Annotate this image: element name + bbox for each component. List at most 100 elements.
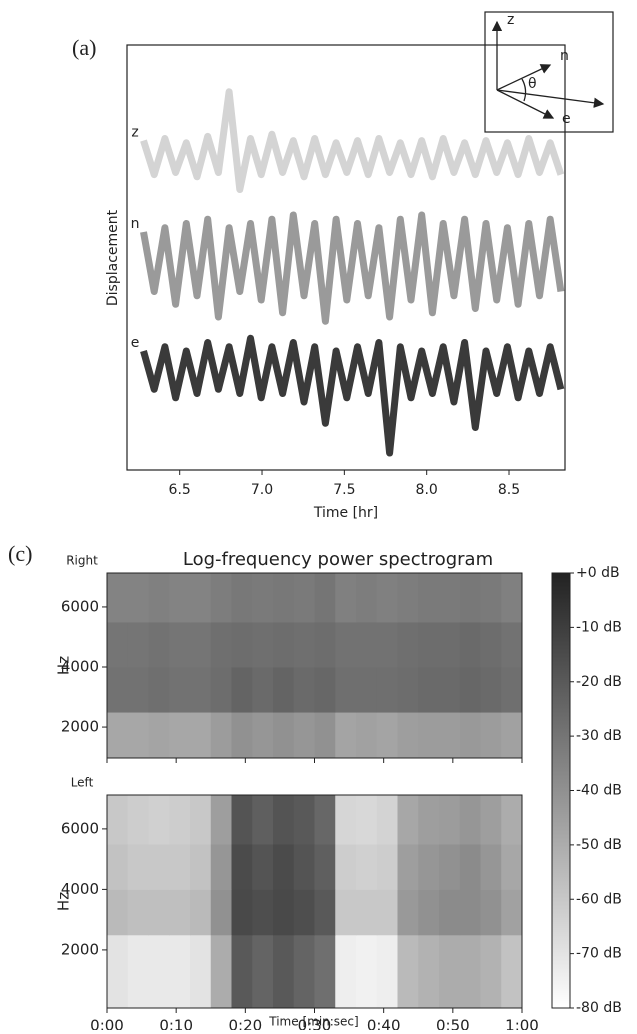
heatmap-cell — [314, 795, 336, 845]
heatmap-cell — [252, 844, 274, 890]
heatmap-cell — [293, 844, 315, 890]
heatmap-cell — [376, 934, 398, 1009]
heatmap-cell — [501, 573, 523, 623]
heatmap-cell — [107, 934, 129, 1009]
heatmap-cell — [501, 934, 523, 1009]
heatmap-cell — [480, 795, 502, 845]
heatmap-cell — [107, 889, 129, 936]
colorbar-tick-label: +0 dB — [576, 565, 620, 581]
heatmap-cell — [397, 795, 419, 845]
heatmap-cell — [376, 889, 398, 936]
heatmap-cell — [480, 573, 502, 623]
heatmap-cell — [501, 621, 523, 668]
series-label: z — [131, 125, 138, 141]
y-tick-label: 6000 — [61, 819, 99, 837]
trace — [140, 88, 565, 193]
x-tick-label: 1:00 — [505, 1017, 539, 1031]
heatmap-cell — [335, 934, 357, 1009]
heatmap-cell — [418, 667, 440, 713]
heatmap-cell — [480, 844, 502, 890]
ref-arrow — [496, 89, 605, 108]
inset-label: θ — [528, 76, 537, 92]
heatmap-cell — [273, 844, 295, 890]
heatmap-cell — [127, 712, 149, 759]
heatmap-cell — [356, 667, 378, 713]
heatmap-cell — [127, 934, 149, 1009]
heatmap-cell — [148, 573, 170, 623]
heatmap-cell — [418, 621, 440, 668]
heatmap-cell — [190, 621, 212, 668]
heatmap-cell — [314, 844, 336, 890]
x-tick-label: 0:50 — [436, 1017, 470, 1031]
panel-label: (a) — [72, 35, 96, 60]
y-axis-label: Hz — [55, 892, 73, 911]
heatmap-cell — [231, 667, 253, 713]
series-label: n — [131, 216, 140, 232]
colorbar-tick-label: -20 dB — [576, 674, 622, 690]
heatmap-cell — [480, 889, 502, 936]
heatmap-cell — [252, 712, 274, 759]
heatmap-cell — [439, 795, 461, 845]
heatmap-cell — [210, 889, 232, 936]
heatmap-cell — [418, 844, 440, 890]
heatmap-cell — [335, 573, 357, 623]
heatmap-cell — [273, 934, 295, 1009]
heatmap-cell — [376, 573, 398, 623]
heatmap-cell — [501, 889, 523, 936]
x-tick-label: 6.5 — [169, 482, 191, 498]
heatmap-cell — [459, 795, 481, 845]
heatmap-cell — [356, 889, 378, 936]
heatmap-cell — [210, 573, 232, 623]
heatmap-cell — [293, 712, 315, 759]
n-arrow — [496, 64, 552, 91]
heatmap-cell — [169, 573, 191, 623]
heatmap-cell — [501, 795, 523, 845]
heatmap-cell — [418, 712, 440, 759]
heatmap-cell — [169, 795, 191, 845]
e-arrow — [496, 89, 555, 119]
heatmap-cell — [397, 889, 419, 936]
heatmap-cell — [252, 934, 274, 1009]
heatmap-cell — [127, 573, 149, 623]
inset-label: z — [507, 12, 514, 28]
heatmap-cell — [356, 573, 378, 623]
y-tick-label: 4000 — [61, 880, 99, 898]
heatmap-cell — [148, 934, 170, 1009]
heatmap-cell — [273, 573, 295, 623]
heatmap-cell — [252, 573, 274, 623]
heatmap-cell — [107, 844, 129, 890]
heatmap-cell — [356, 712, 378, 759]
heatmap-cell — [397, 573, 419, 623]
heatmap-cell — [418, 889, 440, 936]
heatmap-cell — [314, 667, 336, 713]
heatmap-cell — [335, 844, 357, 890]
y-axis-label: Hz — [55, 656, 73, 675]
heatmap-cell — [148, 712, 170, 759]
panel-label: (c) — [8, 541, 32, 566]
heatmap-cell — [439, 712, 461, 759]
colorbar-tick-label: -70 dB — [576, 946, 622, 962]
heatmap-cell — [231, 934, 253, 1009]
heatmap-cell — [273, 712, 295, 759]
heatmap-cell — [190, 573, 212, 623]
heatmap-cell — [169, 934, 191, 1009]
x-tick-label: 7.0 — [251, 482, 273, 498]
heatmap-cell — [439, 889, 461, 936]
heatmap-cell — [273, 621, 295, 668]
heatmap-cell — [127, 621, 149, 668]
y-tick-label: 4000 — [61, 658, 99, 676]
heatmap-cell — [376, 667, 398, 713]
x-axis-label: Time [hr] — [313, 505, 378, 521]
heatmap-cell — [107, 667, 129, 713]
heatmap-cell — [397, 712, 419, 759]
inset-box — [484, 11, 614, 133]
heatmap-cell — [210, 621, 232, 668]
heatmap-cell — [356, 844, 378, 890]
heatmap-cell — [252, 889, 274, 936]
heatmap-cell — [210, 795, 232, 845]
heatmap-cell — [459, 934, 481, 1009]
y-tick-label: 2000 — [61, 718, 99, 736]
heatmap-cell — [169, 712, 191, 759]
heatmap-cell — [439, 934, 461, 1009]
